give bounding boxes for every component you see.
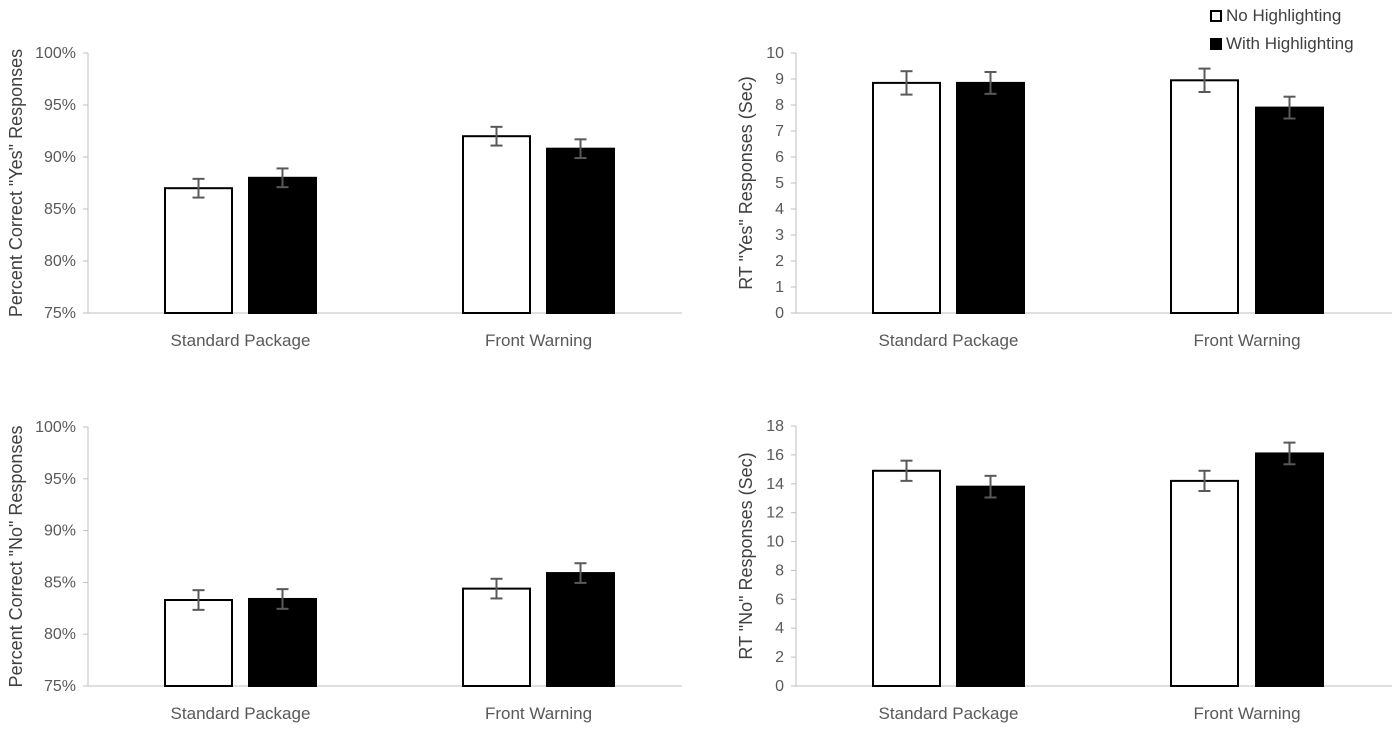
category-label: Front Warning xyxy=(1193,331,1300,350)
y-axis-title: Percent Correct "No" Responses xyxy=(6,426,26,688)
category-label: Standard Package xyxy=(171,704,311,723)
bar xyxy=(248,597,317,688)
legend-label: No Highlighting xyxy=(1226,6,1342,25)
bar xyxy=(1255,452,1324,688)
bar xyxy=(1170,79,1239,314)
bar xyxy=(956,81,1025,315)
y-tick-label: 100% xyxy=(35,45,76,62)
y-tick-label: 85% xyxy=(44,201,76,218)
y-tick-label: 10 xyxy=(766,534,784,551)
bar xyxy=(1170,479,1239,687)
bar xyxy=(872,469,941,687)
y-axis-title: Percent Correct "Yes" Responses xyxy=(6,49,26,317)
y-tick-label: 4 xyxy=(775,620,784,637)
category-label: Front Warning xyxy=(485,331,592,350)
y-axis-title: RT "No" Responses (Sec) xyxy=(736,452,756,659)
y-tick-label: 85% xyxy=(44,574,76,591)
bar xyxy=(956,485,1025,687)
category-label: Standard Package xyxy=(171,331,311,350)
y-tick-label: 6 xyxy=(775,591,784,608)
legend-swatch-white xyxy=(1210,10,1222,22)
y-tick-label: 6 xyxy=(775,149,784,166)
y-tick-label: 75% xyxy=(44,305,76,322)
y-tick-label: 10 xyxy=(766,45,784,62)
legend-label: With Highlighting xyxy=(1226,34,1354,53)
category-label: Front Warning xyxy=(485,704,592,723)
y-tick-label: 16 xyxy=(766,447,784,464)
y-tick-label: 3 xyxy=(775,227,784,244)
y-tick-label: 4 xyxy=(775,201,784,218)
bar xyxy=(164,599,233,688)
y-tick-label: 18 xyxy=(766,418,784,435)
bar xyxy=(462,135,531,314)
legend-item-with-highlighting: With Highlighting xyxy=(1210,30,1354,58)
y-tick-label: 0 xyxy=(775,678,784,695)
bar xyxy=(462,587,531,688)
y-tick-label: 90% xyxy=(44,523,76,540)
y-tick-label: 14 xyxy=(766,476,784,493)
y-tick-label: 9 xyxy=(775,71,784,88)
bar xyxy=(248,176,317,314)
y-tick-label: 90% xyxy=(44,149,76,166)
category-label: Standard Package xyxy=(879,331,1019,350)
category-label: Standard Package xyxy=(879,704,1019,723)
y-tick-label: 1 xyxy=(775,279,784,296)
y-tick-label: 5 xyxy=(775,175,784,192)
y-tick-label: 8 xyxy=(775,562,784,579)
y-tick-label: 95% xyxy=(44,97,76,114)
legend-swatch-black xyxy=(1210,38,1222,50)
legend-item-no-highlighting: No Highlighting xyxy=(1210,2,1354,30)
y-axis-title: RT "Yes" Responses (Sec) xyxy=(736,76,756,290)
y-tick-label: 80% xyxy=(44,626,76,643)
y-tick-label: 100% xyxy=(35,419,76,436)
y-tick-label: 2 xyxy=(775,253,784,270)
y-tick-label: 80% xyxy=(44,253,76,270)
y-tick-label: 0 xyxy=(775,305,784,322)
chart-legend: No Highlighting With Highlighting xyxy=(1210,2,1354,58)
bar xyxy=(1255,106,1324,314)
category-label: Front Warning xyxy=(1193,704,1300,723)
y-tick-label: 12 xyxy=(766,505,784,522)
bar xyxy=(164,187,233,314)
y-tick-label: 95% xyxy=(44,471,76,488)
y-tick-label: 7 xyxy=(775,123,784,140)
bar xyxy=(546,572,615,687)
bar xyxy=(872,81,941,315)
y-tick-label: 8 xyxy=(775,97,784,114)
y-tick-label: 2 xyxy=(775,649,784,666)
bar xyxy=(546,147,615,314)
y-tick-label: 75% xyxy=(44,678,76,695)
